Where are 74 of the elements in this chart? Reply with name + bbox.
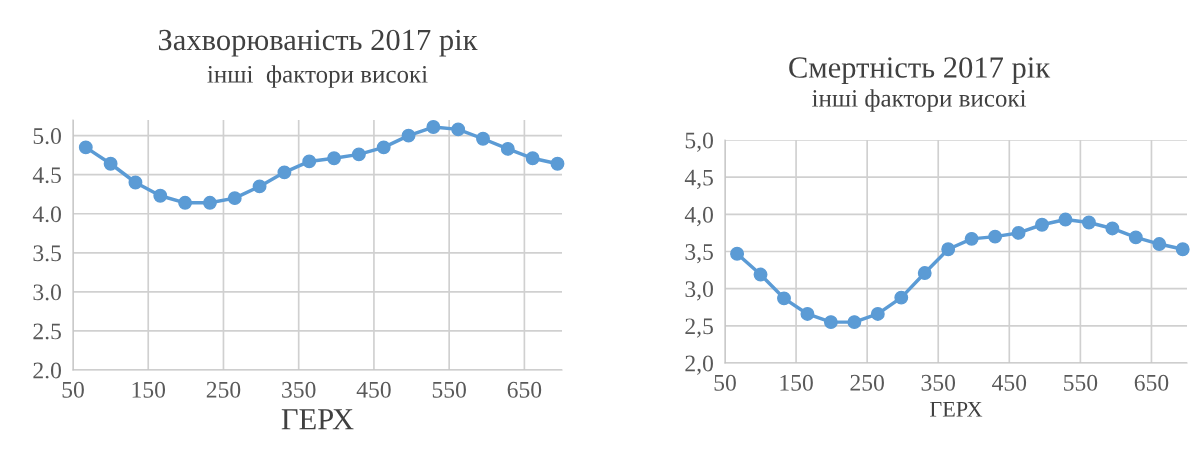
point [1105, 221, 1120, 236]
y-tick-label: 3,0 [685, 281, 713, 301]
y-tick-label: 3.5 [33, 245, 61, 262]
point [1128, 230, 1143, 245]
point [1081, 215, 1096, 230]
point [1011, 225, 1026, 240]
point [941, 242, 956, 257]
y-tick-label: 3,5 [685, 244, 713, 264]
point [753, 267, 768, 282]
point [78, 140, 93, 155]
point [847, 315, 862, 330]
x-tick-label: 450 [992, 374, 1027, 391]
point [988, 229, 1003, 244]
y-tick-label: 2,0 [685, 355, 713, 375]
point [917, 266, 932, 281]
point [870, 306, 885, 321]
point [202, 195, 217, 210]
chart-subtitle: інші фактори високі [207, 65, 428, 88]
x-tick-label: 650 [1134, 374, 1169, 391]
x-axis-title: ГЕРХ [930, 401, 983, 417]
point [894, 290, 909, 305]
x-tick-label: 650 [507, 381, 542, 398]
y-tick-label: 2,5 [685, 318, 713, 338]
point [103, 156, 118, 171]
x-tick-label: 50 [714, 374, 736, 391]
point [1058, 212, 1073, 227]
point [227, 191, 242, 206]
point [252, 179, 267, 194]
point [1175, 242, 1190, 257]
point [376, 140, 391, 155]
point [730, 246, 745, 261]
point [302, 154, 317, 169]
y-tick-label: 3.0 [33, 284, 61, 301]
chart-subtitle: інші фактори високі [812, 89, 1027, 112]
x-tick-label: 350 [921, 374, 956, 391]
point [964, 231, 979, 246]
point [178, 195, 193, 210]
x-tick-label: 550 [432, 381, 466, 398]
point [823, 315, 838, 330]
point [500, 141, 515, 156]
x-tick-label: 450 [356, 381, 391, 398]
y-tick-label: 2.5 [33, 323, 61, 340]
y-tick-label: 5.0 [33, 128, 61, 145]
x-tick-label: 150 [780, 374, 813, 391]
point [153, 188, 168, 203]
point [777, 291, 791, 306]
x-tick-label: 550 [1064, 374, 1098, 391]
point [426, 120, 441, 134]
x-tick-label: 250 [850, 374, 884, 391]
chart-title: Захворюваність 2017 рік [158, 29, 478, 57]
x-tick-label: 250 [206, 381, 241, 398]
y-tick-label: 4.5 [32, 167, 61, 184]
y-tick-label: 4,0 [684, 206, 713, 227]
x-tick-label: 150 [132, 381, 166, 398]
point [327, 151, 341, 166]
point [128, 175, 143, 190]
point [277, 165, 292, 180]
point [476, 131, 490, 146]
x-axis-title: ГЕРХ [281, 409, 354, 430]
y-tick-label: 4,5 [684, 169, 713, 189]
x-tick-label: 350 [282, 381, 316, 398]
point [1035, 217, 1049, 232]
point [351, 147, 366, 162]
point [1152, 237, 1167, 252]
point [401, 128, 416, 143]
x-tick-label: 50 [62, 381, 84, 398]
y-tick-label: 4.0 [32, 206, 61, 223]
y-tick-label: 2.0 [33, 362, 61, 379]
point [800, 306, 815, 321]
point [525, 151, 540, 166]
chart-title: Смертність 2017 рік [789, 57, 1051, 85]
point [451, 122, 466, 137]
point [550, 156, 565, 171]
y-tick-label: 5,0 [685, 132, 713, 152]
